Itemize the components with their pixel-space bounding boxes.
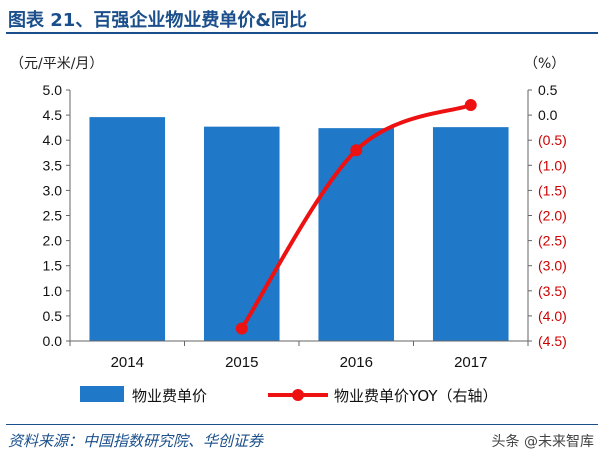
legend-swatch-marker [292, 389, 304, 401]
yoy-point-2017 [464, 99, 477, 112]
bar-2017 [432, 127, 509, 341]
left-tick-label: 0.0 [43, 333, 63, 349]
figure-title: 图表 21、百强企业物业费单价&同比 [8, 10, 308, 31]
right-tick-label: (1.5) [538, 182, 567, 198]
right-tick-label: 0.0 [538, 107, 558, 123]
right-tick-label: (0.5) [538, 132, 567, 148]
bar-2015 [203, 126, 280, 342]
bar-series [89, 117, 509, 342]
left-tick-label: 5.0 [43, 82, 63, 98]
chart: （元/平米/月） （%） 0.0 0.5 1.0 1.5 2.0 2.5 3.0 3.5 4.0… [10, 56, 567, 405]
left-tick-label: 3.0 [43, 182, 63, 198]
left-tick-label: 1.0 [43, 283, 63, 299]
right-tick-label: (3.0) [538, 258, 567, 274]
right-tick-label: (1.0) [538, 157, 567, 173]
x-tick-label: 2014 [111, 354, 144, 371]
line-series [235, 99, 477, 335]
legend-swatch-bar [80, 386, 124, 402]
left-tick-label: 4.5 [43, 107, 63, 123]
left-tick-label: 2.0 [43, 233, 63, 249]
right-tick-label: (3.5) [538, 283, 567, 299]
x-tick-label: 2016 [340, 354, 373, 371]
source-divider [6, 424, 598, 425]
source-note: 资料来源：中国指数研究院、华创证券 [8, 432, 264, 450]
right-tick-label: (4.5) [538, 333, 567, 349]
bar-2016 [318, 128, 395, 341]
legend: 物业费单价 物业费单价YOY（右轴） [80, 386, 498, 405]
right-tick-label: (4.0) [538, 308, 567, 324]
yoy-point-2016 [350, 144, 363, 157]
x-tick-label: 2017 [454, 354, 487, 371]
left-axis-unit-label: （元/平米/月） [10, 56, 103, 72]
left-tick-label: 3.5 [43, 157, 63, 173]
x-tick-label: 2015 [225, 354, 258, 371]
right-tick-label: (2.5) [538, 233, 567, 249]
watermark: 头条 @未来智库 [491, 434, 594, 450]
yoy-point-2015 [235, 322, 248, 335]
left-tick-label: 2.5 [43, 208, 63, 224]
title-divider [6, 32, 598, 34]
left-tick-label: 4.0 [43, 132, 63, 148]
left-tick-label: 1.5 [43, 258, 63, 274]
right-axis-unit-label: （%） [524, 56, 565, 72]
legend-label-line: 物业费单价YOY（右轴） [334, 387, 498, 405]
axes: 0.0 0.5 1.0 1.5 2.0 2.5 3.0 3.5 4.0 4.5 5.0 (4.5) (4… [43, 82, 567, 371]
right-tick-label: (2.0) [538, 208, 567, 224]
bar-2014 [89, 117, 166, 341]
right-tick-label: 0.5 [538, 82, 558, 98]
left-tick-label: 0.5 [43, 308, 63, 324]
legend-label-bar: 物业费单价 [132, 387, 207, 405]
